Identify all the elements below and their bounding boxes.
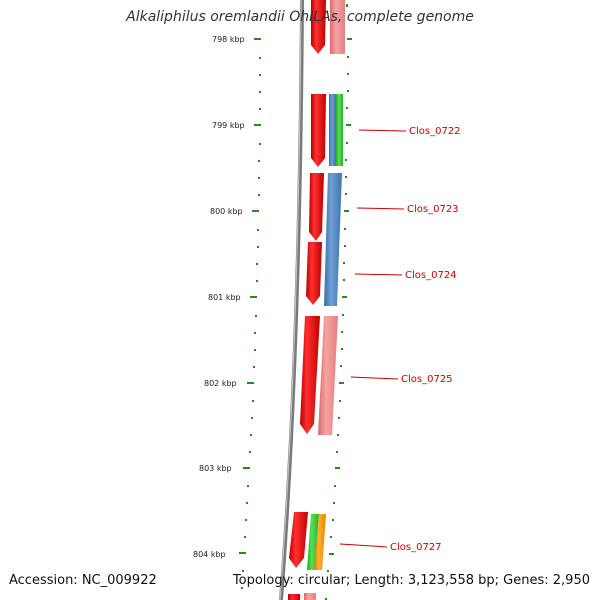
- cds-track: [288, 0, 326, 600]
- genome-backbone-highlight: [279, 0, 302, 600]
- cds-arrow: [288, 594, 300, 600]
- accession-text: Accession: NC_009922: [9, 573, 157, 588]
- scale-label: 798 kbp: [212, 35, 245, 44]
- cds-arrow: [289, 512, 308, 568]
- scale-ticks-outer: [239, 38, 261, 554]
- cds-arrow: [306, 242, 322, 305]
- cds-arrow: [309, 173, 324, 241]
- genome-backbone: [279, 0, 304, 600]
- gene-bar: [324, 173, 342, 306]
- gene-track: [304, 0, 345, 600]
- gene-label-clos-0727[interactable]: Clos_0727: [390, 542, 442, 553]
- gene-bar: [336, 94, 343, 166]
- gene-bar: [314, 514, 326, 570]
- scale-ticks-right: [325, 4, 352, 600]
- gene-label-clos-0722[interactable]: Clos_0722: [409, 126, 461, 137]
- scale-label: 803 kbp: [199, 464, 232, 473]
- scale-label: 802 kbp: [204, 379, 237, 388]
- gene-bar: [329, 94, 336, 166]
- gene-label-clos-0725[interactable]: Clos_0725: [401, 374, 453, 385]
- scale-ticks-minor: [241, 57, 261, 589]
- cds-arrow: [300, 316, 320, 434]
- gene-bar: [304, 593, 316, 600]
- gene-bar: [330, 0, 345, 54]
- cds-arrow: [311, 0, 326, 54]
- genome-summary-text: Topology: circular; Length: 3,123,558 bp…: [232, 573, 590, 588]
- gene-label-clos-0724[interactable]: Clos_0724: [405, 270, 457, 281]
- gene-label-leaders: [339, 129, 407, 548]
- gene-bar: [318, 316, 338, 435]
- scale-label: 804 kbp: [193, 550, 226, 559]
- map-title: Alkaliphilus oremlandii OhILAs, complete…: [126, 9, 474, 25]
- cds-arrow: [311, 94, 326, 167]
- scale-label: 799 kbp: [212, 121, 245, 130]
- scale-label: 800 kbp: [210, 207, 243, 216]
- scale-label: 801 kbp: [208, 293, 241, 302]
- gene-label-clos-0723[interactable]: Clos_0723: [407, 204, 459, 215]
